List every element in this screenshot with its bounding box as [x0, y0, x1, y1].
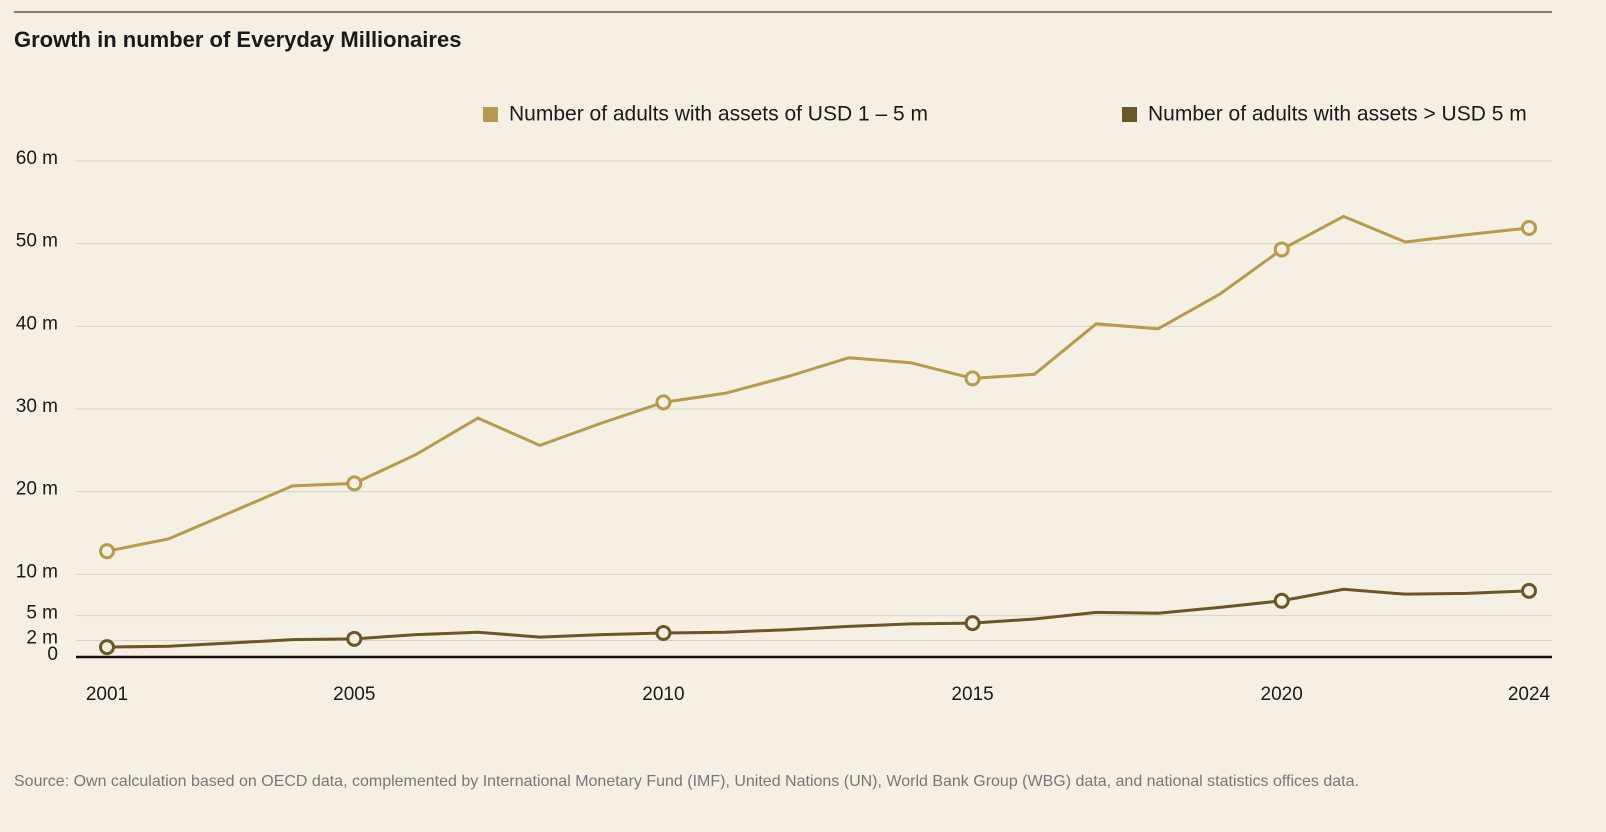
point-marker: [346, 630, 363, 647]
point-marker: [964, 370, 981, 387]
y-tick-label: 60 m: [16, 148, 58, 169]
series-line: [106, 214, 1530, 553]
x-tick-label: 2015: [951, 684, 993, 705]
y-tick-label: 40 m: [16, 313, 58, 334]
point-marker: [99, 639, 115, 656]
source-note: Source: Own calculation based on OECD da…: [14, 773, 1359, 790]
x-tick-label: 2001: [86, 684, 128, 705]
point-marker: [655, 394, 672, 411]
legend-label: Number of adults with assets of USD 1 – …: [509, 103, 928, 126]
legend-label: Number of adults with assets > USD 5 m: [1148, 103, 1527, 126]
series-line: [106, 587, 1530, 649]
y-tick-label: 50 m: [16, 231, 58, 252]
point-marker: [346, 475, 363, 492]
y-tick-label: 30 m: [16, 396, 58, 417]
chart-title: Growth in number of Everyday Millionaire…: [14, 27, 461, 52]
point-marker: [964, 615, 981, 632]
legend-swatch: [1122, 107, 1137, 122]
legend-swatch: [483, 107, 498, 122]
y-tick-label: 5 m: [26, 603, 58, 624]
x-tick-label: 2010: [642, 684, 684, 705]
x-tick-label: 2005: [333, 684, 375, 705]
x-tick-label: 2020: [1261, 684, 1303, 705]
y-tick-label: 20 m: [16, 479, 58, 500]
point-marker: [99, 543, 115, 560]
y-tick-label: 10 m: [16, 561, 58, 582]
point-marker: [1521, 219, 1537, 236]
point-marker: [655, 625, 672, 642]
point-marker: [1273, 241, 1290, 258]
y-tick-label: 0: [47, 644, 58, 665]
point-marker: [1273, 592, 1290, 609]
point-marker: [1521, 582, 1537, 599]
x-tick-label: 2024: [1508, 684, 1551, 705]
y-tick-label: 2 m: [26, 627, 58, 648]
